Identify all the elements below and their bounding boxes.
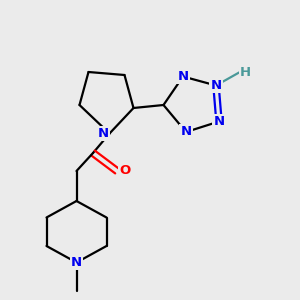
Text: H: H	[240, 65, 251, 79]
Text: O: O	[119, 164, 130, 178]
Text: N: N	[213, 115, 225, 128]
Text: N: N	[177, 70, 189, 83]
Text: N: N	[210, 79, 222, 92]
Text: N: N	[71, 256, 82, 269]
Text: N: N	[97, 127, 109, 140]
Text: N: N	[180, 125, 192, 139]
